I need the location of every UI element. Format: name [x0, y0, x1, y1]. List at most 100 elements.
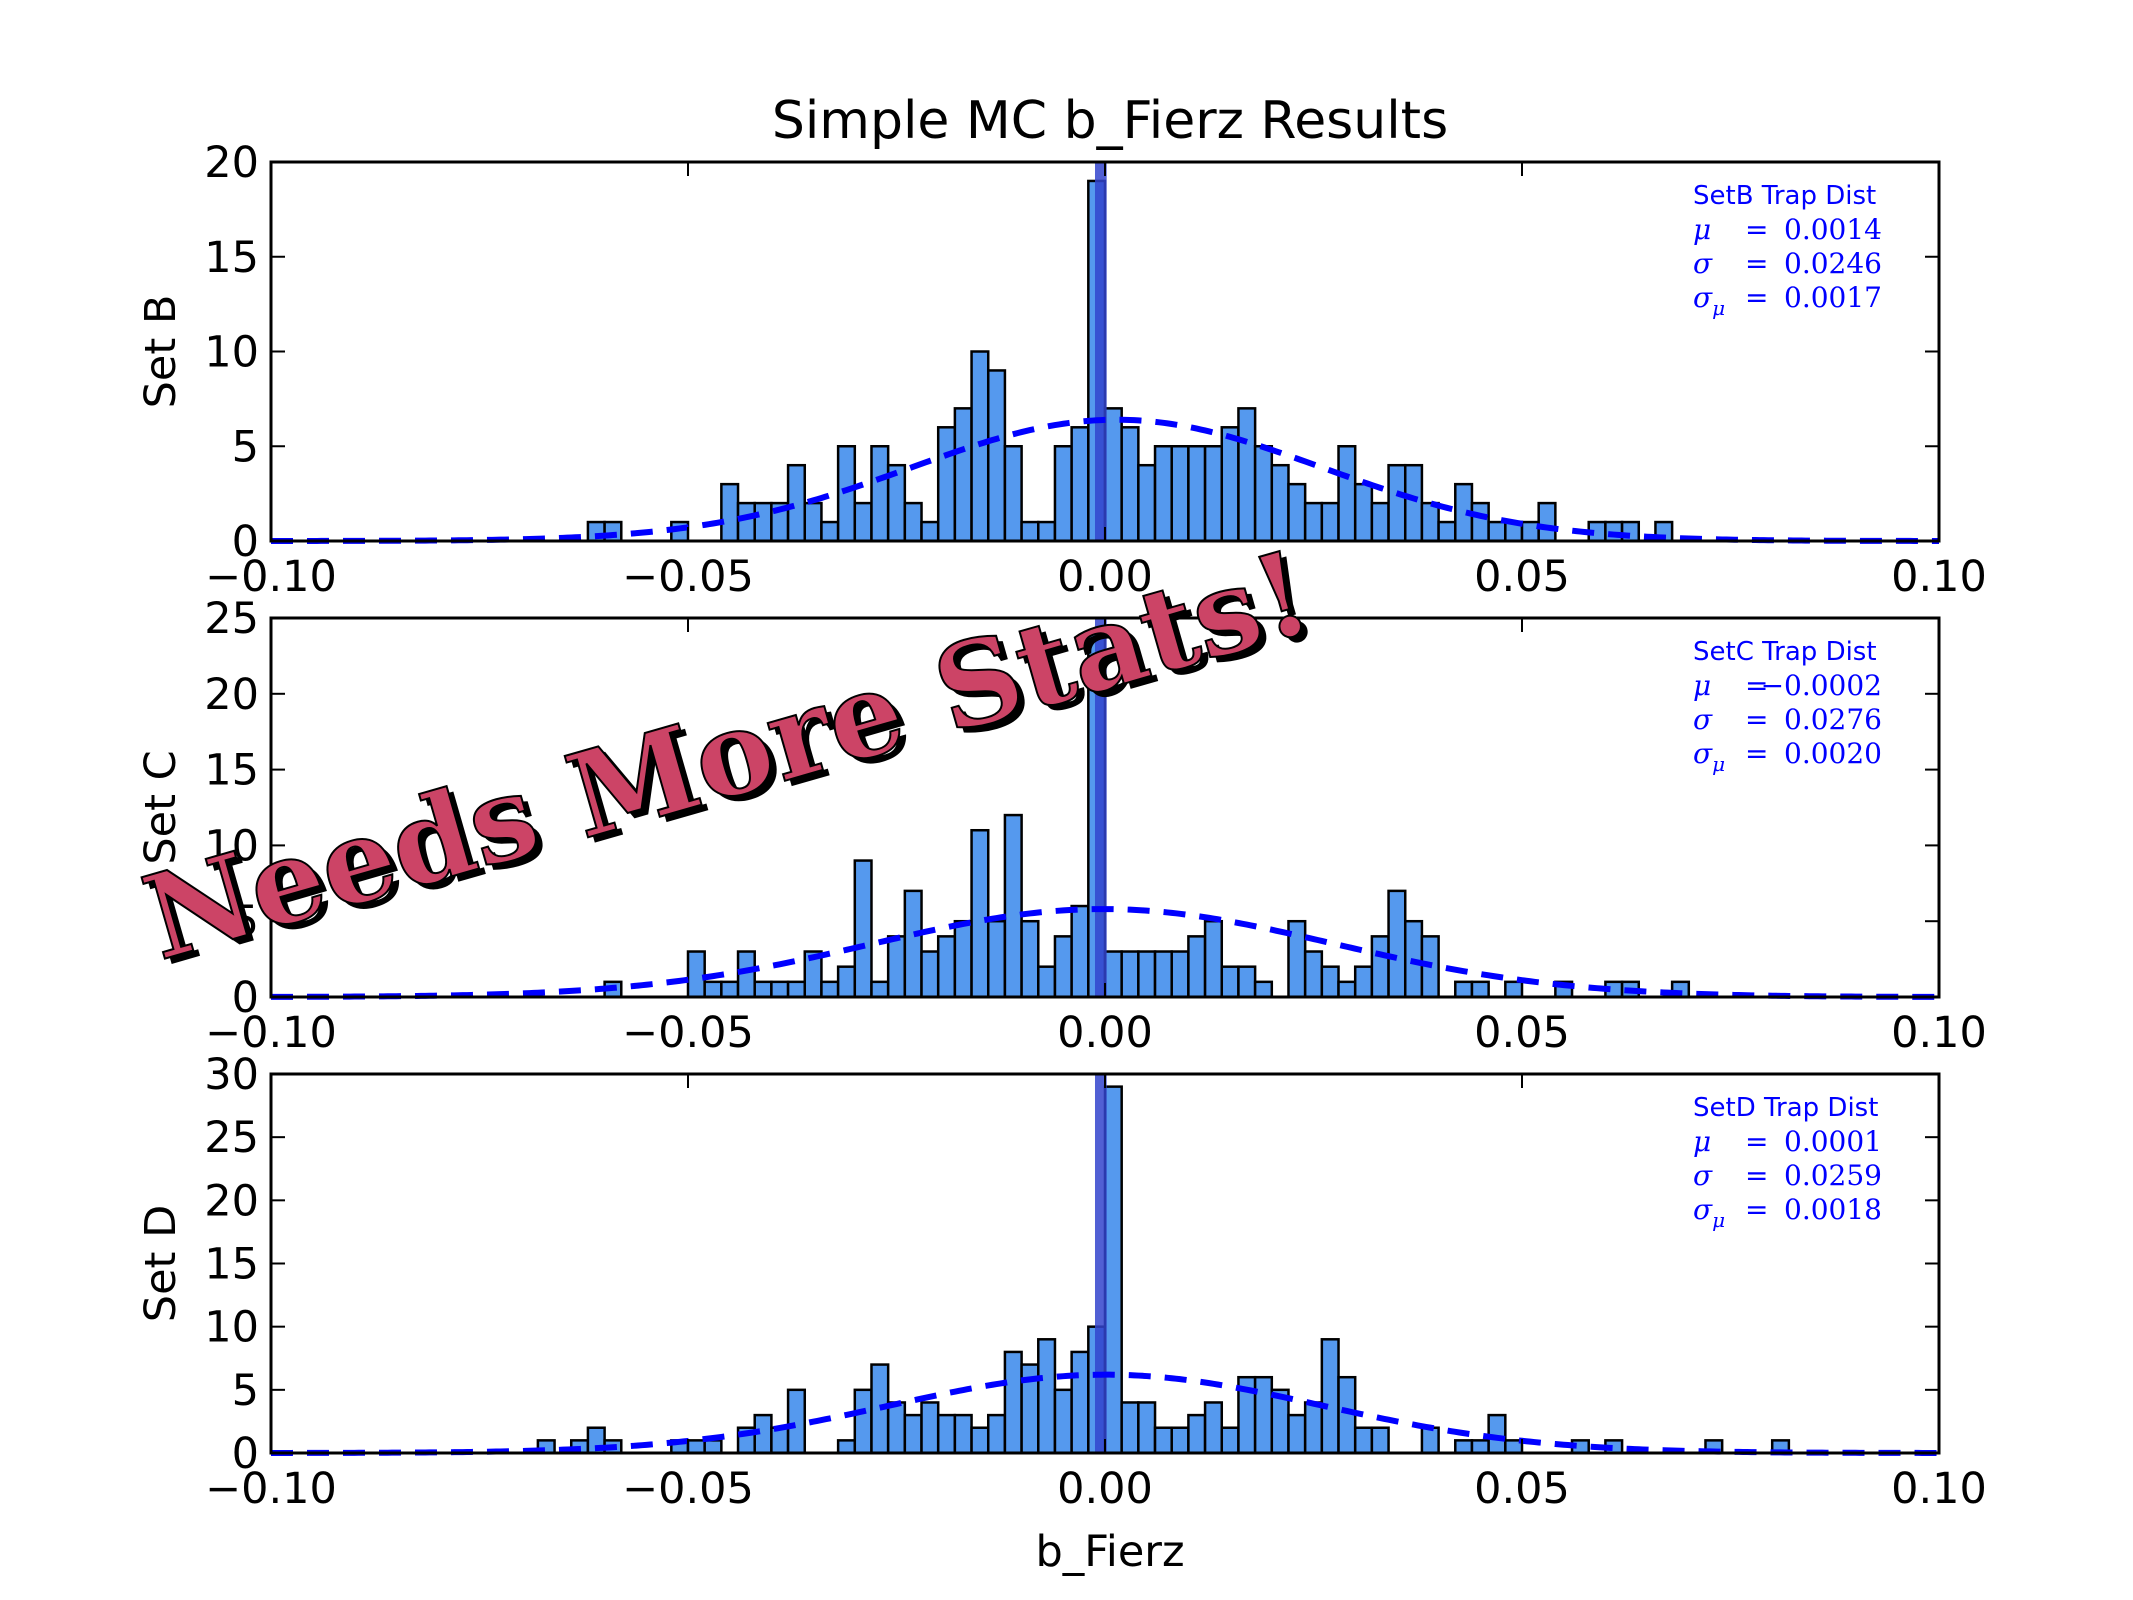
stats-symbol-sigma_mu: σμ [1693, 1193, 1725, 1232]
histogram-bar [1203, 445, 1224, 543]
gaussian-fit-line [270, 906, 1940, 1000]
center-band [1094, 162, 1107, 541]
stats-value-mu: −0.0002 [1761, 669, 1882, 702]
x-tick-label: 0.10 [1891, 1464, 1987, 1514]
y-tick-label: 0 [232, 1429, 259, 1479]
x-tick-label: 0.05 [1474, 552, 1570, 602]
y-tick-label: 15 [204, 233, 259, 283]
y-axis-label: Set C [136, 750, 186, 864]
histogram-bar [1153, 1426, 1173, 1455]
histogram-bar [1170, 950, 1190, 999]
y-tick-label: 15 [204, 1240, 259, 1290]
y-tick-label: 0 [232, 517, 259, 567]
histogram-bar [1353, 482, 1374, 543]
histogram-bar [1137, 950, 1157, 999]
histogram-bar [936, 935, 957, 999]
histogram-bar [1070, 426, 1090, 543]
y-tick-label: 10 [204, 328, 259, 378]
stats-equals: = [1745, 669, 1768, 702]
histogram-bar [753, 980, 773, 999]
x-tick-label: 0.00 [1057, 1464, 1153, 1514]
histogram-bar [1537, 501, 1557, 543]
histogram-bar [903, 1413, 923, 1455]
histogram-bar [1187, 1413, 1207, 1455]
x-tick-label: 0.05 [1474, 1464, 1570, 1514]
y-tick-label: 20 [204, 670, 259, 720]
histogram-bar [1287, 1413, 1307, 1455]
histogram-bar [1337, 980, 1357, 999]
histogram-bar [836, 445, 857, 543]
histogram-bar [1220, 1426, 1240, 1455]
stats-symbol-sigma_mu: σμ [1693, 281, 1725, 320]
center-band [1094, 618, 1107, 997]
stats-value-mu: 0.0001 [1784, 1125, 1882, 1158]
histogram-bar [1370, 935, 1390, 999]
histogram-bar [836, 965, 857, 999]
histogram-bar [1470, 980, 1490, 999]
histogram-bar [1353, 965, 1374, 999]
y-tick-label: 5 [232, 1366, 259, 1416]
figure-title: Simple MC b_Fierz Results [772, 91, 1448, 151]
y-tick-label: 20 [204, 1176, 259, 1226]
histogram-bar [1203, 919, 1224, 999]
stats-equals: = [1745, 1193, 1768, 1226]
histogram-bar [870, 445, 890, 543]
histogram-bar [1120, 950, 1140, 999]
histogram-bar [803, 501, 823, 543]
histogram-bar [1170, 445, 1190, 543]
histogram-bar [1470, 1439, 1490, 1455]
y-tick-label: 25 [204, 594, 259, 644]
histogram-bar [1120, 426, 1140, 543]
histogram-bar [686, 950, 706, 999]
histogram-bar [1370, 1426, 1390, 1455]
histogram-bar [786, 1388, 807, 1455]
histogram-bar [853, 1388, 873, 1455]
histogram-bar [953, 919, 973, 999]
histogram-bar [770, 980, 790, 999]
histogram-bar [1037, 965, 1057, 999]
stats-symbol-sigma_mu: σμ [1693, 737, 1725, 776]
histogram-bar [936, 1413, 957, 1455]
stats-symbol-sigma: σ [1693, 703, 1713, 736]
y-tick-label: 25 [204, 1113, 259, 1163]
x-tick-label: 0.10 [1891, 552, 1987, 602]
stats-equals: = [1745, 281, 1768, 314]
histogram-bar [886, 935, 907, 999]
histogram-bar [1353, 1426, 1374, 1455]
y-tick-label: 10 [204, 1303, 259, 1353]
histogram-bar [1220, 965, 1240, 999]
histogram-bar [1420, 501, 1440, 543]
histogram-bar [1053, 445, 1073, 543]
y-tick-label: 20 [204, 138, 259, 188]
stats-value-sigma_mu: 0.0020 [1784, 737, 1882, 770]
stats-value-sigma: 0.0259 [1784, 1159, 1882, 1192]
histogram-bar [1487, 520, 1507, 543]
histogram-bar [703, 980, 723, 999]
histogram-bar [986, 1413, 1007, 1455]
histogram-bar [1020, 919, 1040, 999]
x-axis-label: b_Fierz [1035, 1527, 1184, 1577]
histogram-bar [720, 980, 740, 999]
histogram-bar [820, 520, 840, 543]
x-tick-label: 0.00 [1057, 1008, 1153, 1058]
stats-equals: = [1745, 247, 1768, 280]
histogram-bar [986, 919, 1007, 999]
histogram-bar [936, 426, 957, 543]
histogram-bar [1053, 935, 1073, 999]
stats-title: SetB Trap Dist [1693, 181, 1876, 211]
histogram-bar [970, 1426, 990, 1455]
histogram-bar [1387, 889, 1407, 999]
histogram-bar [1437, 520, 1457, 543]
histogram-bar [1070, 904, 1090, 999]
histogram-bar [1137, 1401, 1157, 1455]
histogram-bar [1253, 445, 1274, 543]
stats-equals: = [1745, 1125, 1768, 1158]
y-axis-label: Set D [136, 1205, 186, 1322]
histogram-bar [1303, 501, 1324, 543]
histogram-bar [1454, 980, 1474, 999]
histogram-bar [1187, 445, 1207, 543]
histogram-bar [836, 1439, 857, 1455]
histogram-bar [1370, 501, 1390, 543]
histogram-bar [886, 1401, 907, 1455]
